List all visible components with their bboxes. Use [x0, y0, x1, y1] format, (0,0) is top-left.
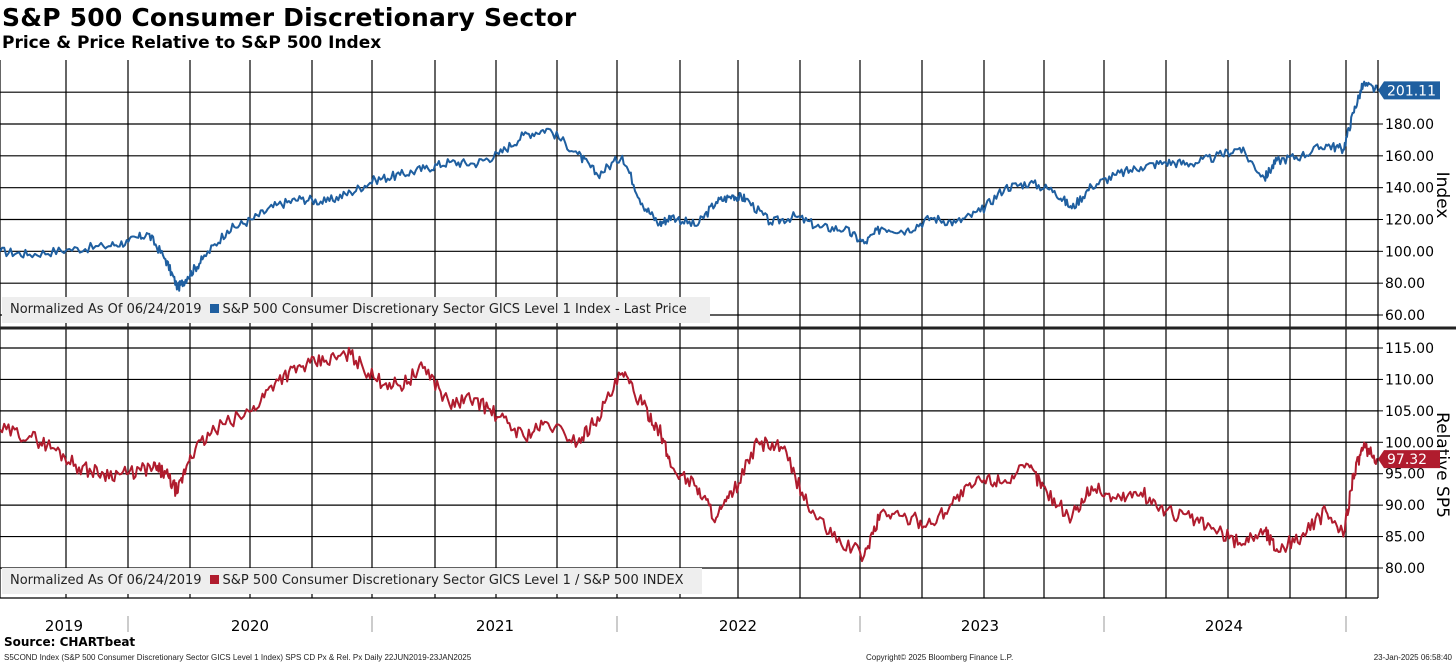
last-value-tag-price-bg	[1378, 81, 1440, 100]
y-tick-label-relative: 85.00	[1385, 530, 1425, 546]
series-line	[0, 346, 1379, 563]
chart-title: S&P 500 Consumer Discretionary Sector	[2, 3, 577, 32]
chart-subtitle: Price & Price Relative to S&P 500 Index	[2, 33, 382, 53]
footer-timestamp: 23-Jan-2025 06:58:40	[1373, 653, 1452, 662]
relative-panel	[0, 346, 1379, 563]
y-axis-title-price: Index	[1432, 172, 1452, 219]
x-tick-label-year: 2022	[719, 617, 757, 635]
footer-copyright: Copyright© 2025 Bloomberg Finance L.P.	[866, 653, 1014, 662]
x-tick-label-year: 2023	[961, 617, 999, 635]
legend-relative-label: S&P 500 Consumer Discretionary Sector GI…	[222, 573, 684, 588]
axes: 60.00 80.00 100.00 120.00 140.00 160.00 180.00…	[0, 60, 1456, 635]
y-tick-label-price: 60.00	[1385, 308, 1425, 324]
last-value-tag-relative: 97.32	[1378, 450, 1440, 469]
y-tick-label-relative: 100.00	[1385, 435, 1434, 451]
x-tick-label-year: 2019	[45, 617, 83, 635]
y-tick-label-price: 80.00	[1385, 276, 1425, 292]
legend-price-label: S&P 500 Consumer Discretionary Sector GI…	[222, 302, 687, 317]
legend-price: Normalized As Of 06/24/2019 S&P 500 Consu…	[2, 297, 710, 323]
y-tick-label-relative: 105.00	[1385, 404, 1434, 420]
y-tick-label-relative: 95.00	[1385, 467, 1425, 483]
footer-ticker-info: S5COND Index (S&P 500 Consumer Discretio…	[4, 653, 472, 662]
legend-relative-swatch	[209, 575, 219, 584]
y-tick-label-relative: 90.00	[1385, 498, 1425, 514]
price-panel	[0, 80, 1379, 292]
y-tick-label-relative: 110.00	[1385, 372, 1434, 388]
last-value-tag-price: 201.11	[1378, 81, 1440, 100]
x-tick-label-year: 2024	[1205, 617, 1243, 635]
source-note: Source: CHARTbeat	[4, 635, 136, 649]
x-tick-label-year: 2021	[476, 617, 514, 635]
last-value-tag-relative-label: 97.32	[1387, 452, 1427, 468]
y-tick-label-relative: 115.00	[1385, 341, 1434, 357]
last-value-tag-price-label: 201.11	[1387, 83, 1436, 99]
y-tick-label-price: 160.00	[1385, 149, 1434, 165]
legend-relative-prefix: Normalized As Of 06/24/2019	[10, 573, 202, 588]
y-tick-label-price: 180.00	[1385, 117, 1434, 133]
y-tick-label-relative: 80.00	[1385, 561, 1425, 577]
y-tick-label-price: 140.00	[1385, 181, 1434, 197]
legend-price-swatch	[209, 304, 219, 313]
last-value-tag-relative-bg	[1378, 450, 1440, 469]
y-axis-title-relative: Relative SP5	[1432, 412, 1452, 518]
series-line	[0, 80, 1379, 292]
legend-price-prefix: Normalized As Of 06/24/2019	[10, 302, 202, 317]
x-tick-label-year: 2020	[231, 617, 269, 635]
legend-relative: Normalized As Of 06/24/2019 S&P 500 Consu…	[2, 568, 702, 594]
y-tick-label-price: 100.00	[1385, 244, 1434, 260]
y-tick-label-price: 120.00	[1385, 213, 1434, 229]
